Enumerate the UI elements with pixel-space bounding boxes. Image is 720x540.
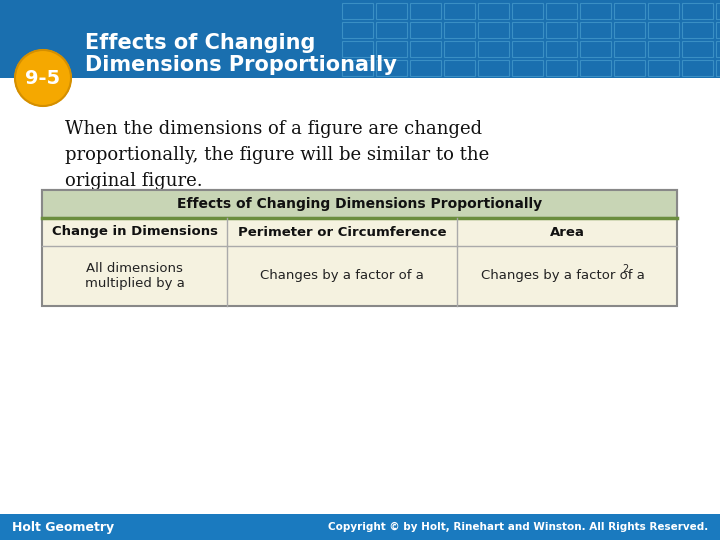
Text: When the dimensions of a figure are changed: When the dimensions of a figure are chan… bbox=[65, 120, 482, 138]
Bar bbox=[546, 41, 577, 57]
Bar bbox=[410, 22, 441, 38]
Bar bbox=[444, 41, 475, 57]
Bar bbox=[410, 60, 441, 76]
Bar bbox=[512, 3, 543, 19]
Text: Changes by a factor of a: Changes by a factor of a bbox=[260, 269, 424, 282]
Bar bbox=[478, 41, 509, 57]
Bar bbox=[648, 41, 679, 57]
Bar bbox=[580, 22, 611, 38]
Text: Perimeter or Circumference: Perimeter or Circumference bbox=[238, 226, 446, 239]
Bar bbox=[42, 190, 677, 306]
Text: 2: 2 bbox=[622, 264, 629, 274]
Bar bbox=[580, 41, 611, 57]
Bar bbox=[648, 60, 679, 76]
Bar bbox=[546, 3, 577, 19]
Bar bbox=[444, 22, 475, 38]
Bar bbox=[648, 3, 679, 19]
Bar bbox=[342, 41, 373, 57]
Bar bbox=[478, 3, 509, 19]
Bar bbox=[716, 60, 720, 76]
Bar bbox=[614, 41, 645, 57]
Bar bbox=[716, 22, 720, 38]
Bar bbox=[342, 3, 373, 19]
Bar bbox=[580, 3, 611, 19]
Bar bbox=[478, 60, 509, 76]
Text: Copyright © by Holt, Rinehart and Winston. All Rights Reserved.: Copyright © by Holt, Rinehart and Winsto… bbox=[328, 522, 708, 532]
Bar bbox=[444, 60, 475, 76]
Text: Effects of Changing Dimensions Proportionally: Effects of Changing Dimensions Proportio… bbox=[177, 197, 542, 211]
Bar bbox=[0, 0, 720, 78]
Bar bbox=[716, 41, 720, 57]
Bar bbox=[0, 514, 720, 540]
Text: 9-5: 9-5 bbox=[25, 69, 60, 87]
Bar bbox=[376, 22, 407, 38]
Bar bbox=[546, 60, 577, 76]
Bar bbox=[342, 60, 373, 76]
Text: Change in Dimensions: Change in Dimensions bbox=[52, 226, 217, 239]
Text: Area: Area bbox=[549, 226, 585, 239]
Bar bbox=[342, 22, 373, 38]
Bar bbox=[648, 22, 679, 38]
Bar bbox=[376, 3, 407, 19]
Bar bbox=[682, 3, 713, 19]
Bar bbox=[682, 41, 713, 57]
Bar bbox=[410, 3, 441, 19]
Text: original figure.: original figure. bbox=[65, 172, 202, 190]
Bar bbox=[614, 60, 645, 76]
Bar bbox=[614, 22, 645, 38]
Bar bbox=[42, 190, 677, 218]
Bar bbox=[614, 3, 645, 19]
Bar bbox=[512, 60, 543, 76]
Bar bbox=[682, 60, 713, 76]
Text: Dimensions Proportionally: Dimensions Proportionally bbox=[85, 55, 397, 75]
Bar bbox=[580, 60, 611, 76]
Bar bbox=[478, 22, 509, 38]
Text: multiplied by a: multiplied by a bbox=[84, 278, 184, 291]
Bar bbox=[376, 41, 407, 57]
Circle shape bbox=[15, 50, 71, 106]
Bar bbox=[682, 22, 713, 38]
Bar bbox=[512, 22, 543, 38]
Text: Effects of Changing: Effects of Changing bbox=[85, 33, 315, 53]
Text: Changes by a factor of a: Changes by a factor of a bbox=[481, 269, 645, 282]
Bar bbox=[444, 3, 475, 19]
Text: All dimensions: All dimensions bbox=[86, 261, 183, 274]
Bar bbox=[546, 22, 577, 38]
Bar bbox=[512, 41, 543, 57]
Bar bbox=[716, 3, 720, 19]
Bar bbox=[410, 41, 441, 57]
Text: proportionally, the figure will be similar to the: proportionally, the figure will be simil… bbox=[65, 146, 490, 164]
Bar bbox=[376, 60, 407, 76]
Text: Holt Geometry: Holt Geometry bbox=[12, 521, 114, 534]
